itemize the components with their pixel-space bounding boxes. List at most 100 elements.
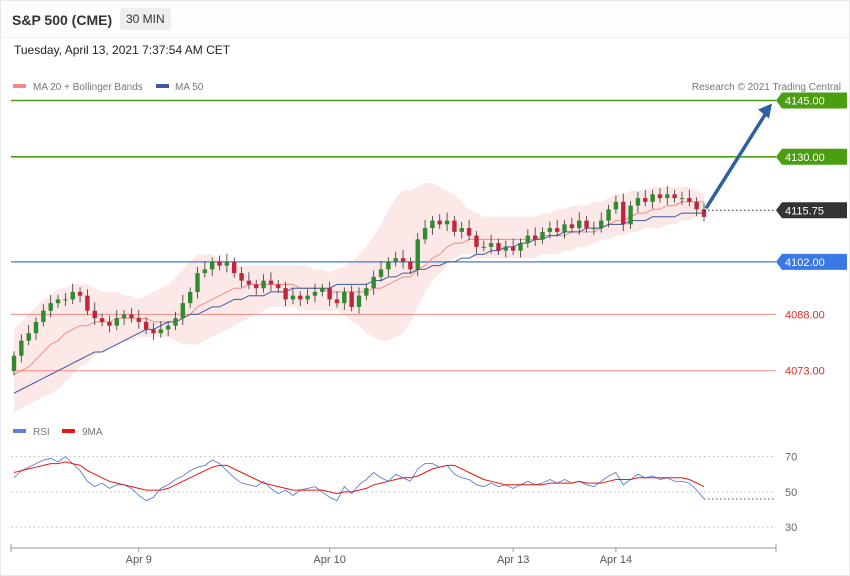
candle	[173, 318, 178, 326]
candle	[408, 261, 413, 270]
candle	[327, 288, 332, 300]
ma20-legend-label: MA 20 + Bollinger Bands	[33, 82, 143, 93]
last-price-label: 4115.75	[785, 205, 824, 217]
candle	[305, 295, 310, 300]
candle	[143, 321, 149, 330]
candle	[386, 261, 391, 270]
level-tag	[776, 253, 847, 270]
instrument-title: S&P 500 (CME)	[12, 12, 113, 28]
candle	[518, 243, 523, 251]
candle	[562, 224, 567, 232]
candle	[276, 284, 281, 289]
candle	[547, 228, 553, 232]
candle	[202, 269, 208, 274]
candle	[400, 258, 406, 262]
candle	[239, 273, 244, 281]
candle	[70, 291, 75, 300]
level-label: 4088.00	[785, 309, 825, 321]
candle	[510, 246, 516, 251]
rsi-panel: 70 50 30	[11, 452, 797, 534]
time-tick-label: Apr 9	[126, 554, 152, 566]
interval-button[interactable]: 30 MIN	[120, 8, 171, 30]
rsi-ma-legend-label: 9MA	[82, 427, 103, 438]
candle	[613, 201, 619, 210]
candle	[437, 220, 442, 225]
candle	[599, 220, 604, 229]
candle	[11, 355, 17, 371]
candle	[672, 194, 677, 199]
candle	[283, 288, 288, 300]
candle	[209, 261, 215, 270]
candle	[496, 243, 501, 251]
candle	[158, 329, 164, 334]
candle	[466, 228, 472, 236]
candle	[129, 314, 134, 319]
candle	[488, 243, 494, 247]
forecast-arrowhead	[758, 103, 772, 119]
candle	[334, 299, 340, 304]
level-tag	[776, 92, 847, 109]
candle	[48, 303, 53, 311]
candle	[136, 318, 141, 322]
candle	[474, 235, 479, 247]
ma50-line	[13, 212, 704, 394]
candle	[224, 261, 230, 266]
candle	[217, 261, 222, 266]
rsi-tick-label: 50	[785, 487, 797, 499]
time-tick-label: Apr 13	[497, 554, 529, 566]
candle	[187, 291, 193, 304]
candle	[503, 246, 509, 251]
candle	[665, 194, 670, 199]
candle	[33, 321, 39, 334]
candle	[371, 276, 376, 289]
candle	[687, 198, 692, 202]
candle	[606, 209, 611, 221]
candle	[393, 258, 398, 262]
candle	[422, 228, 428, 240]
candle	[364, 288, 369, 296]
rsi-ma-line	[13, 461, 705, 495]
candle	[444, 220, 450, 225]
candle	[268, 280, 274, 285]
rsi-legend-swatch	[13, 429, 26, 433]
ma50-legend-label: MA 50	[175, 82, 204, 93]
candle	[569, 224, 575, 229]
candle	[195, 273, 200, 292]
rsi-ma-legend-swatch	[62, 429, 75, 433]
research-credit: Research © 2021 Trading Central	[692, 82, 841, 93]
candle	[26, 333, 31, 341]
candle	[55, 299, 61, 304]
forecast-arrow	[704, 110, 769, 210]
time-tick-label: Apr 10	[313, 554, 345, 566]
chart-datetime: Tuesday, April 13, 2021 7:37:54 AM CET	[14, 43, 231, 57]
candle	[621, 201, 626, 225]
candle	[679, 198, 685, 200]
level-tag	[776, 148, 847, 165]
candle	[92, 310, 97, 319]
rsi-line	[13, 456, 705, 502]
rsi-legend-label: RSI	[33, 427, 50, 438]
time-tick-label: Apr 14	[600, 554, 632, 566]
candle	[349, 291, 354, 307]
ma50-legend-swatch	[156, 84, 169, 88]
candle	[554, 228, 560, 232]
candle	[378, 269, 384, 277]
candle	[290, 295, 296, 300]
candle	[63, 299, 68, 301]
candle	[643, 198, 648, 202]
candle	[430, 220, 435, 229]
rsi-tick-label: 30	[785, 522, 797, 534]
candle	[165, 325, 171, 330]
candle	[650, 194, 655, 202]
candle	[261, 280, 266, 289]
candle	[532, 235, 538, 240]
candle	[342, 291, 347, 304]
rsi-tick-label: 70	[785, 452, 797, 464]
candle	[540, 231, 545, 240]
level-label: 4145.00	[785, 96, 825, 108]
level-label: 4130.00	[785, 152, 825, 164]
price-panel: 4145.00 4130.00 4102.00 4088.00 4073.00 4115.…	[11, 92, 847, 412]
candle	[525, 235, 531, 244]
candle	[107, 321, 112, 326]
